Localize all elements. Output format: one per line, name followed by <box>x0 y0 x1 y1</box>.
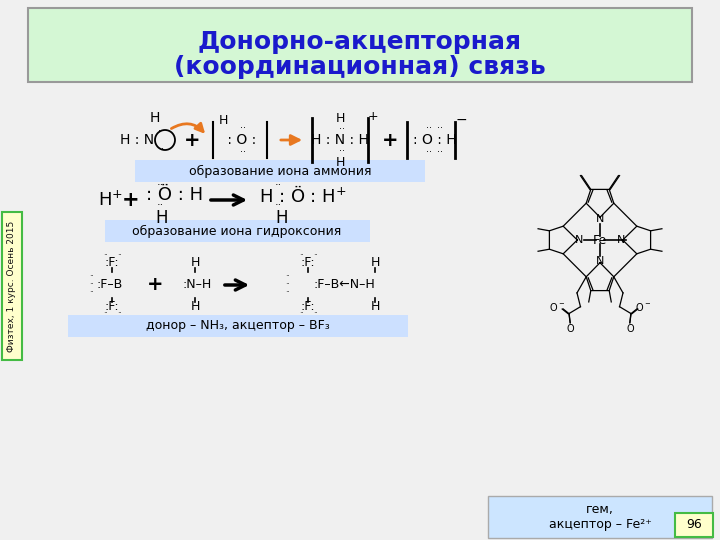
Text: :F:: :F: <box>301 300 315 314</box>
Text: ··: ·· <box>89 288 94 298</box>
Text: ··: ·· <box>274 200 282 210</box>
Text: O: O <box>626 323 634 334</box>
Text: H: H <box>276 209 288 227</box>
Text: H: H <box>218 113 228 126</box>
Text: ··: ·· <box>286 273 290 281</box>
Text: H : Ö : H$^{+}$: H : Ö : H$^{+}$ <box>259 185 347 206</box>
Text: H: H <box>336 111 345 125</box>
Text: ··: ·· <box>426 147 432 157</box>
Text: H: H <box>156 209 168 227</box>
Text: H: H <box>370 300 379 314</box>
FancyBboxPatch shape <box>675 513 713 537</box>
Text: ··: ·· <box>286 288 290 298</box>
Text: ··: ·· <box>89 280 94 289</box>
Text: ··: ·· <box>117 252 122 260</box>
Text: O: O <box>567 323 574 334</box>
Text: ··: ·· <box>156 200 163 210</box>
Text: H : N: H : N <box>120 133 154 147</box>
Text: N: N <box>596 256 604 266</box>
Text: ··: ·· <box>339 146 345 156</box>
Text: :F–B: :F–B <box>97 279 123 292</box>
Text: ··: ·· <box>89 273 94 281</box>
Text: ··: ·· <box>312 309 318 319</box>
Text: N: N <box>575 235 583 245</box>
Text: ··: ·· <box>286 280 290 289</box>
Text: Физтех, 1 курс. Осень 2015: Физтех, 1 курс. Осень 2015 <box>7 220 17 352</box>
FancyBboxPatch shape <box>28 8 692 82</box>
Text: O$^-$: O$^-$ <box>634 301 651 313</box>
Text: ··: ·· <box>156 180 163 190</box>
Text: +: + <box>122 190 140 210</box>
Text: ··: ·· <box>426 123 432 133</box>
Text: :F:: :F: <box>301 256 315 269</box>
Text: H : N : H: H : N : H <box>311 133 369 147</box>
Text: ··: ·· <box>117 309 122 319</box>
Text: ··: ·· <box>158 144 164 154</box>
FancyBboxPatch shape <box>2 212 22 360</box>
Text: +: + <box>147 275 163 294</box>
FancyBboxPatch shape <box>68 315 408 337</box>
Text: образование иона аммония: образование иона аммония <box>189 165 372 178</box>
Text: : O : H: : O : H <box>413 133 456 147</box>
Text: ··: ·· <box>437 123 443 133</box>
Text: 96: 96 <box>686 518 702 531</box>
Text: ··: ·· <box>299 309 303 319</box>
Text: Донорно-акцепторная: Донорно-акцепторная <box>198 30 522 54</box>
Text: H: H <box>190 256 199 269</box>
Text: ··: ·· <box>240 123 246 133</box>
Text: +: + <box>184 131 200 150</box>
Text: :F:: :F: <box>104 300 120 314</box>
Text: −: − <box>455 113 467 127</box>
Text: (координационная) связь: (координационная) связь <box>174 55 546 79</box>
Text: :F:: :F: <box>104 256 120 269</box>
Text: ··: ·· <box>312 252 318 260</box>
Text: : O :: : O : <box>223 133 256 147</box>
Text: донор – NH₃, акцептор – BF₃: донор – NH₃, акцептор – BF₃ <box>146 320 330 333</box>
Text: :N–H: :N–H <box>182 279 212 292</box>
Text: образование иона гидроксония: образование иона гидроксония <box>132 225 341 238</box>
Text: ··: ·· <box>437 147 443 157</box>
FancyBboxPatch shape <box>488 496 712 538</box>
Text: ··: ·· <box>240 147 246 157</box>
FancyBboxPatch shape <box>105 220 370 242</box>
Text: H: H <box>190 300 199 314</box>
Text: +: + <box>368 110 378 123</box>
Text: ··: ·· <box>339 124 345 134</box>
Text: H: H <box>150 111 160 125</box>
Text: +: + <box>382 131 398 150</box>
Text: ··: ·· <box>299 252 303 260</box>
Text: H$^{+}$: H$^{+}$ <box>97 191 122 210</box>
Text: ··: ·· <box>158 126 164 136</box>
Text: : Ö : H: : Ö : H <box>146 186 204 204</box>
Text: :F–B←N–H: :F–B←N–H <box>313 279 375 292</box>
Text: H: H <box>336 156 345 168</box>
Text: H: H <box>370 256 379 269</box>
Text: ··: ·· <box>103 252 107 260</box>
FancyBboxPatch shape <box>135 160 425 182</box>
Text: Fe: Fe <box>593 233 607 246</box>
Text: N: N <box>596 214 604 224</box>
Text: гем,
акцептор – Fe²⁺: гем, акцептор – Fe²⁺ <box>549 503 652 531</box>
Text: ··: ·· <box>274 180 282 190</box>
Text: N: N <box>616 235 625 245</box>
Text: ··: ·· <box>103 309 107 319</box>
Text: O$^-$: O$^-$ <box>549 301 565 313</box>
